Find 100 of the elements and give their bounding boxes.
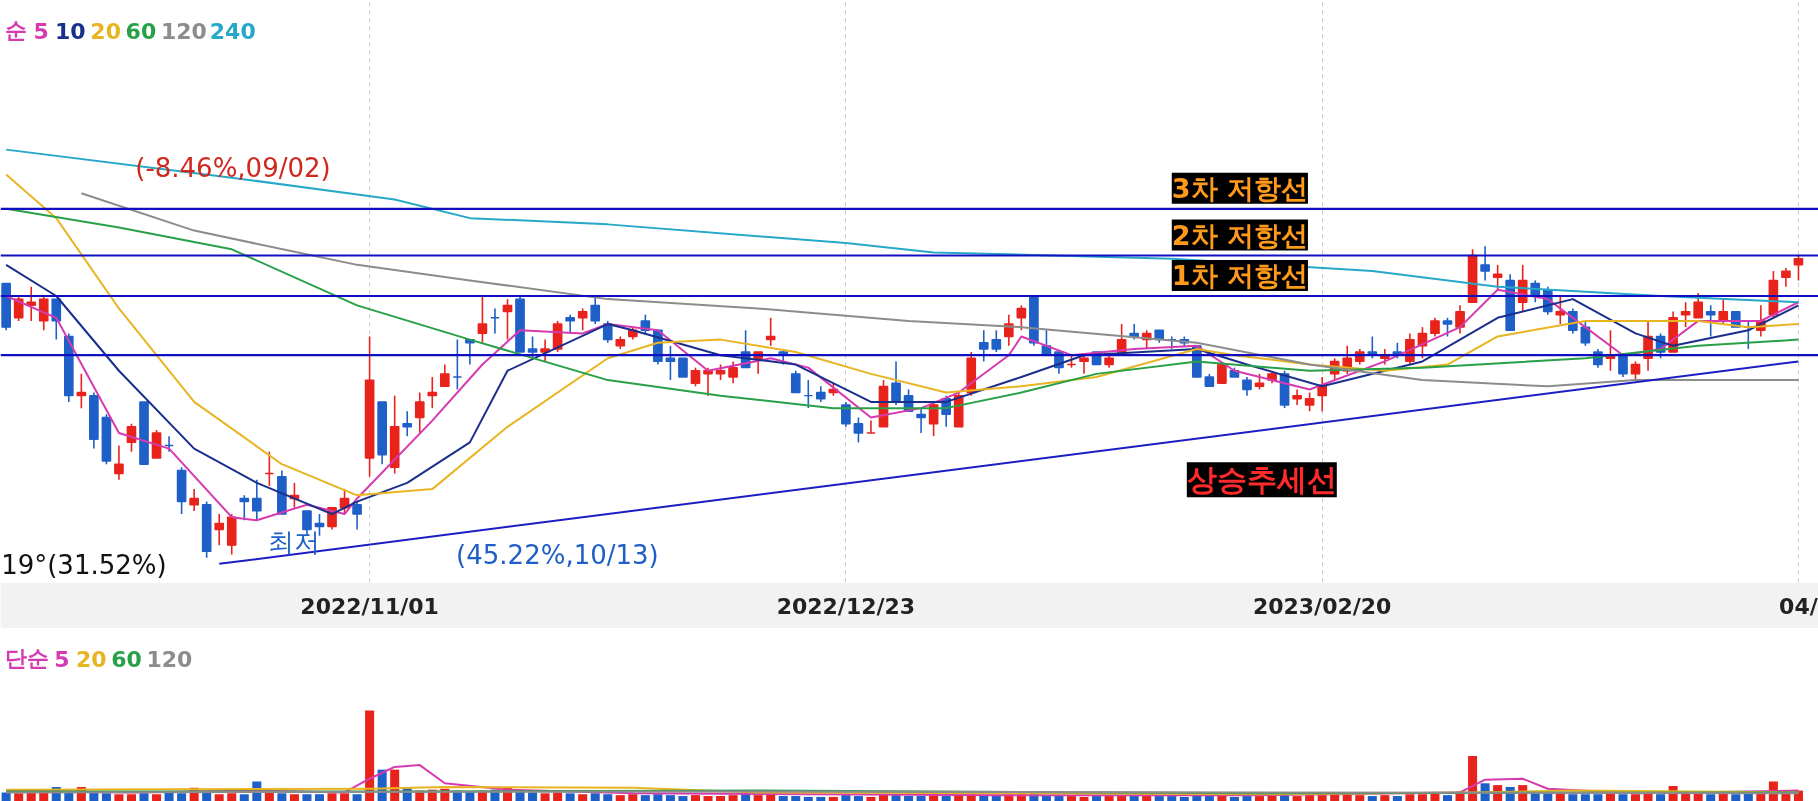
bar [603,794,613,801]
bar [1706,794,1716,801]
bar [540,793,550,801]
bar [1092,796,1102,801]
candlestick [402,410,413,437]
bar [14,793,24,801]
candlestick [728,360,738,385]
bar [1392,796,1402,801]
candlestick [853,416,864,444]
candlestick [527,335,538,360]
bar [665,795,675,801]
bar [728,795,738,801]
candlestick [602,320,613,344]
bar [1355,795,1365,801]
candlestick [765,317,776,347]
bar [340,793,350,801]
bar [791,796,801,801]
bar [1656,794,1666,801]
bar [1731,794,1741,801]
annotation: (45.22%,10/13) [456,539,659,570]
annotation: 19°(31.52%) [1,550,167,581]
candlestick [1442,317,1453,338]
bar [690,795,700,801]
bar [227,793,237,801]
bar [1204,796,1214,801]
bar [1079,796,1089,801]
bar [703,796,713,801]
bar [1568,794,1578,801]
bar [1367,796,1377,801]
bar [803,796,813,801]
x-tick-label: 2023/02/20 [1252,593,1392,619]
bar [916,796,926,801]
ref-line-label: 1차 저항선 [1171,260,1308,292]
bar [352,794,362,801]
candlestick [1016,304,1027,332]
bar [678,796,688,801]
bar [1167,796,1177,801]
bar [1154,796,1164,801]
bar [991,796,1001,801]
candlestick [1455,304,1465,335]
bar [1417,794,1427,801]
candlestick [38,295,49,332]
bar [1593,794,1603,801]
bar [1305,795,1315,801]
bar [941,796,951,801]
candlestick [352,500,362,531]
bar [177,793,187,801]
bar [1618,794,1628,801]
candlestick [414,391,425,434]
text: 10 [55,18,86,44]
bar [653,794,663,801]
text: 5 [54,646,70,672]
bar [365,710,375,801]
bar [289,794,299,801]
candlestick [439,363,450,388]
bar [841,795,851,801]
legend-title: 순 [4,18,27,43]
candlestick [13,295,24,322]
text: 120 [160,18,207,44]
bar [1380,795,1390,801]
bar [1580,794,1590,801]
candlestick [1781,267,1791,288]
bar [578,794,588,801]
bar [1,792,11,801]
candlestick [1292,388,1302,406]
text: 60 [125,18,157,44]
bar [828,796,838,801]
ref-line-label: 2차 저항선 [1171,219,1308,251]
bar [139,793,149,801]
candlestick [1242,376,1252,397]
candlestick [678,357,688,378]
annotation: 최저 [268,527,321,558]
text: (-8.46%,09/02) [135,153,331,184]
bar [1066,796,1077,801]
candlestick [114,444,124,481]
bar [1317,795,1327,801]
bar [1442,795,1453,801]
candlestick [703,366,713,397]
candlestick [1693,292,1704,319]
bar [314,794,324,801]
candlestick [1079,354,1089,375]
candlestick [978,329,989,363]
bar [126,794,136,801]
bar [277,793,287,801]
text: 20 [90,18,121,44]
bar [101,793,111,801]
candlestick [427,376,438,409]
text: 5 [33,18,49,44]
text: 120 [146,646,193,672]
bar [628,794,638,801]
candlestick [841,401,851,428]
candlestick [690,366,701,388]
bar [565,793,575,801]
candlestick [1480,245,1490,282]
candlestick [251,478,262,522]
bar [640,795,650,801]
candlestick [214,513,225,546]
candlestick [189,488,199,512]
bar [1631,794,1641,801]
bar [1254,796,1265,801]
